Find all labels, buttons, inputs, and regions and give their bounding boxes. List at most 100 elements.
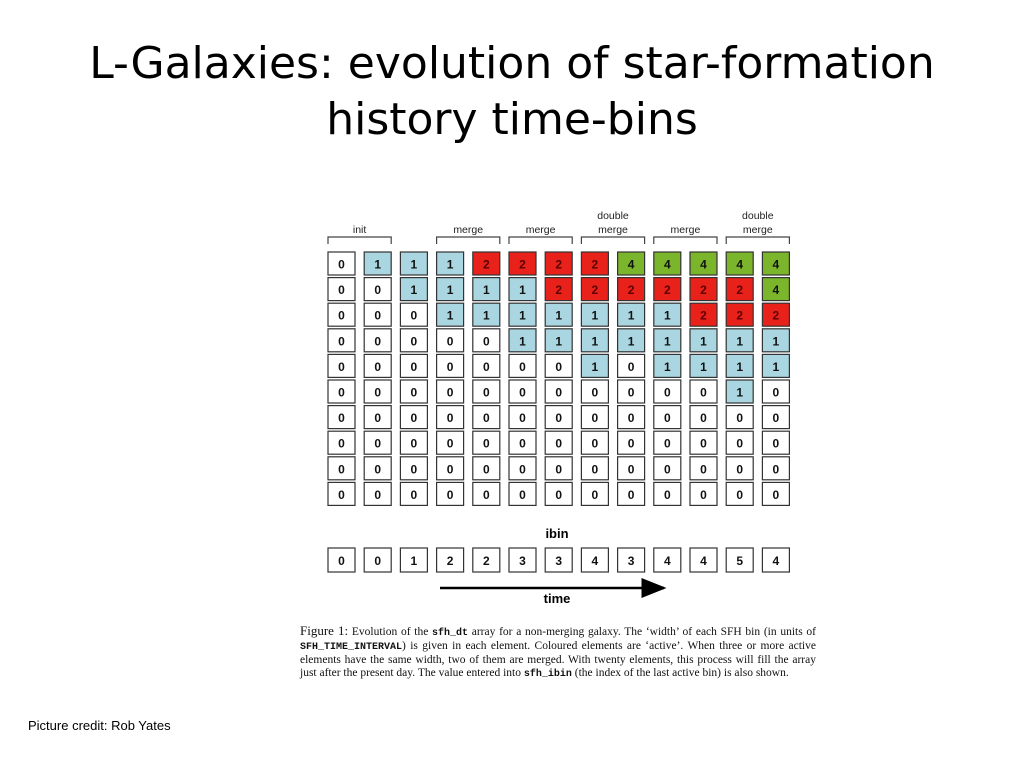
sfh-bin-cell [436,302,465,327]
sfh-bin-cell [580,430,610,455]
sfh-bin-value: 0 [592,437,599,451]
sfh-bin-cell [580,277,610,302]
sfh-bin-value: 0 [664,462,671,476]
sfh-bin-value: 0 [483,437,490,451]
sfh-bin-value: 1 [519,283,526,297]
sfh-bin-value: 0 [483,462,490,476]
ibin-cell [653,547,682,573]
sfh-bin-cell [327,277,356,302]
sfh-bin-cell [436,379,465,404]
ibin-value: 4 [664,554,671,568]
sfh-bin-value: 0 [519,386,526,400]
sfh-bin-value: 2 [483,258,490,272]
sfh-bin-cell [725,481,754,506]
sfh-bin-value: 0 [519,462,526,476]
sfh-bin-value: 0 [411,360,418,374]
sfh-bin-cell [653,353,682,378]
sfh-bin-value: 4 [628,258,635,272]
sfh-bin-cell [580,456,610,481]
ibin-value: 4 [773,554,780,568]
sfh-bin-value: 0 [592,411,599,425]
sfh-bin-cell [327,353,356,378]
sfh-bin-cell [689,481,718,506]
sfh-bin-value: 1 [628,309,635,323]
sfh-bin-value: 0 [338,462,345,476]
slide-title-line-2: history time-bins [326,94,698,145]
sfh-bin-cell [363,277,392,302]
sfh-bin-cell [508,353,537,378]
sfh-bin-cell [472,456,501,481]
ibin-value: 4 [700,554,707,568]
sfh-bin-value: 1 [773,334,780,348]
sfh-bin-cell [399,379,428,404]
sfh-bin-cell [363,328,392,353]
sfh-bin-value: 0 [374,309,381,323]
sfh-bin-value: 1 [592,334,599,348]
sfh-bin-value: 0 [374,411,381,425]
bracket-label: merge [453,224,483,236]
ibin-cell [363,547,392,573]
time-step-column: 4 2 2 1 1 0 0 0 0 0 [689,251,718,506]
sfh-bin-cell [653,481,682,506]
sfh-bin-cell [616,456,646,481]
sfh-bin-value: 1 [736,334,743,348]
sfh-bin-value: 0 [664,411,671,425]
sfh-bin-cell [508,251,537,276]
caption-text-3: ) is given in each element. Coloured ele… [300,640,816,679]
sfh-bin-value: 1 [736,386,743,400]
sfh-bin-value: 0 [592,462,599,476]
ibin-cell [689,547,718,573]
sfh-bin-cell [436,456,465,481]
sfh-bin-value: 0 [483,334,490,348]
sfh-bin-cell [653,456,682,481]
sfh-bin-value: 0 [483,386,490,400]
sfh-bin-value: 0 [592,386,599,400]
sfh-bin-value: 0 [519,360,526,374]
sfh-bin-cell [472,353,501,378]
sfh-bin-value: 0 [447,437,454,451]
sfh-bin-value: 1 [447,309,454,323]
sfh-bin-cell [580,251,610,276]
sfh-bin-cell [761,302,791,327]
sfh-bin-value: 0 [483,488,490,502]
time-step-column: 4 2 2 1 1 1 0 0 0 0 [725,251,754,506]
sfh-bin-value: 0 [773,411,780,425]
sfh-bin-cell [544,302,573,327]
sfh-bin-value: 0 [447,334,454,348]
sfh-bin-value: 0 [628,411,635,425]
sfh-bin-value: 1 [592,309,599,323]
sfh-bin-cell [327,405,356,430]
ibin-value: 0 [374,554,381,568]
sfh-bin-value: 0 [555,437,562,451]
sfh-bin-value: 2 [592,283,599,297]
sfh-bin-cell [472,328,501,353]
sfh-bin-value: 4 [773,258,780,272]
sfh-bin-value: 0 [411,309,418,323]
sfh-bin-value: 0 [555,411,562,425]
sfh-bin-cell [725,405,754,430]
sfh-bin-cell [436,251,465,276]
sfh-bin-cell [725,277,754,302]
sfh-bin-cell [616,430,646,455]
sfh-bin-cell [689,456,718,481]
sfh-bin-value: 0 [447,411,454,425]
sfh-bin-cell [653,328,682,353]
sfh-bin-value: 0 [628,488,635,502]
sfh-bin-cell [616,353,646,378]
sfh-bin-cell [653,277,682,302]
sfh-bin-cell [399,328,428,353]
sfh-bin-cell [508,456,537,481]
ibin-value: 5 [736,554,743,568]
sfh-bin-cell [436,481,465,506]
sfh-bin-value: 2 [700,309,707,323]
sfh-bin-cell [508,481,537,506]
time-step-column: 4 2 1 1 0 0 0 0 0 0 [616,251,646,506]
ibin-cell [544,547,573,573]
sfh-bin-cell [725,456,754,481]
sfh-bin-cell [725,251,754,276]
sfh-bin-value: 1 [555,334,562,348]
sfh-bin-cell [616,405,646,430]
sfh-bin-cell [689,379,718,404]
sfh-bin-value: 0 [411,386,418,400]
sfh-bin-cell [327,456,356,481]
